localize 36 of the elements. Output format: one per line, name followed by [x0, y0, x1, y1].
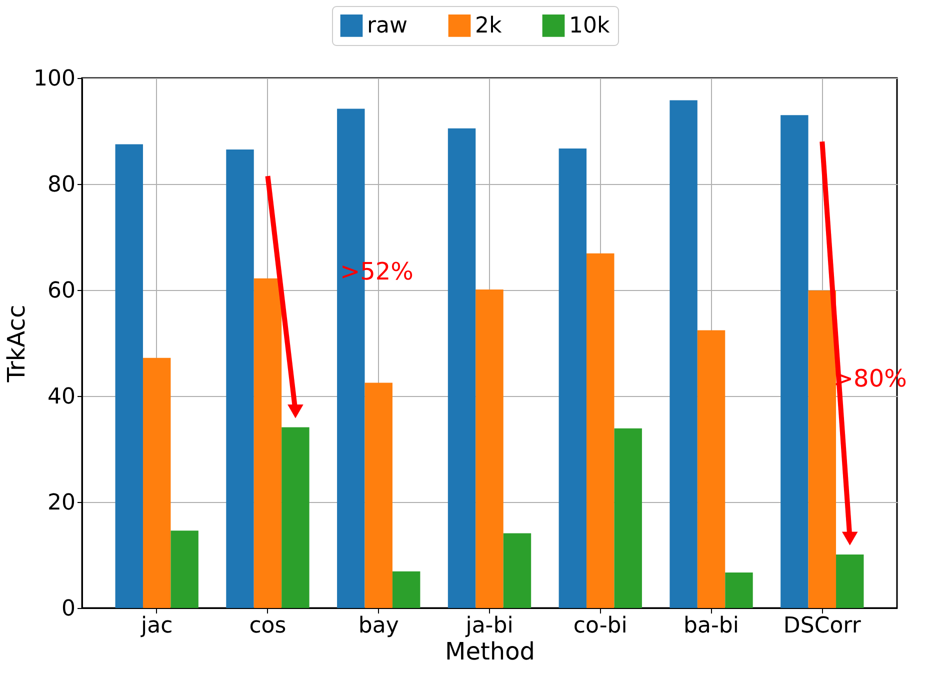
bar	[476, 289, 504, 608]
x-tick-label: ja-bi	[464, 614, 514, 638]
bar	[780, 115, 808, 608]
x-tick-label: co-bi	[573, 614, 628, 638]
bar	[836, 554, 864, 608]
bar	[142, 358, 171, 608]
x-tick-label: bay	[358, 614, 399, 638]
bar	[448, 128, 476, 608]
y-tick-label: 20	[48, 490, 76, 516]
x-tick-label: ba-bi	[684, 614, 740, 638]
y-axis-title: TrkAcc	[2, 304, 31, 384]
bar	[670, 100, 698, 608]
bar	[558, 148, 587, 608]
bar	[392, 571, 420, 608]
bar	[282, 427, 310, 608]
y-tick-label: 80	[48, 172, 76, 198]
y-tick-label: 0	[62, 596, 76, 622]
bar	[226, 150, 254, 608]
legend-label: raw	[367, 14, 408, 39]
bar	[170, 530, 198, 608]
bar	[364, 382, 392, 608]
x-tick-label: cos	[249, 614, 286, 638]
legend-label: 10k	[569, 14, 610, 39]
y-tick-label: 60	[48, 278, 76, 304]
x-tick-label: DSCorr	[783, 614, 862, 638]
x-axis-title: Method	[444, 638, 536, 666]
bar	[586, 253, 614, 608]
legend-label: 2k	[475, 14, 502, 39]
y-tick-label: 100	[34, 66, 76, 92]
x-tick-label: jac	[140, 614, 173, 638]
bar	[503, 533, 532, 608]
bar	[725, 572, 753, 608]
bar	[614, 428, 642, 608]
y-tick-label: 40	[48, 384, 76, 410]
bar	[697, 330, 726, 608]
bar	[115, 144, 143, 608]
